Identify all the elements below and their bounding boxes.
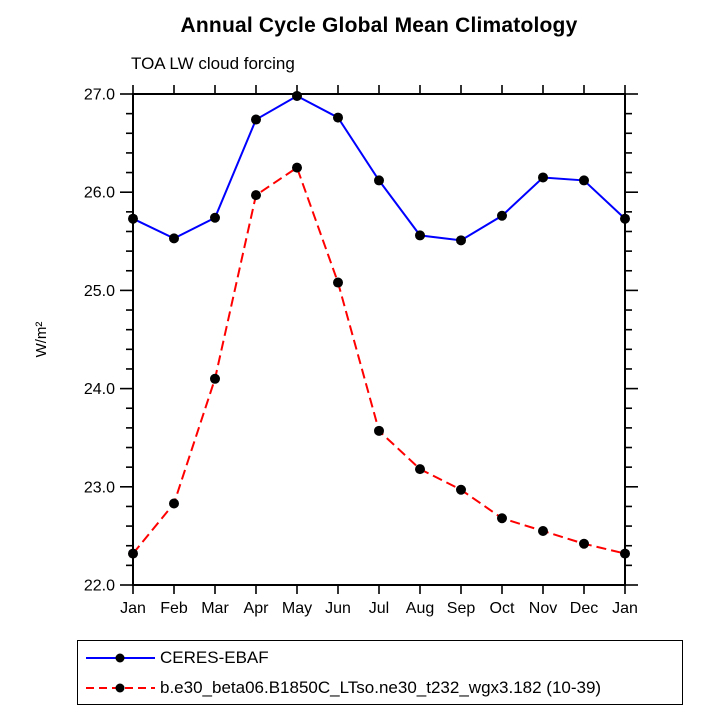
x-tick-label: Jan bbox=[612, 600, 638, 617]
data-point-marker bbox=[374, 175, 384, 186]
series-line-red-dashed bbox=[132, 166, 626, 555]
x-tick-label: Jun bbox=[325, 600, 351, 617]
x-tick-label: Oct bbox=[490, 600, 515, 617]
x-tick-label: Dec bbox=[570, 600, 598, 617]
x-tick-label: Mar bbox=[201, 600, 229, 617]
data-point-marker bbox=[128, 548, 138, 559]
y-tick-label: 25.0 bbox=[84, 283, 115, 300]
x-axis-ticks bbox=[132, 85, 626, 594]
data-point-marker bbox=[374, 425, 384, 436]
y-axis-ticks bbox=[120, 93, 638, 586]
data-point-marker bbox=[128, 213, 138, 224]
x-tick-label: Jan bbox=[120, 600, 146, 617]
legend-label: CERES-EBAF bbox=[160, 647, 269, 667]
data-point-marker bbox=[210, 373, 220, 384]
data-point-marker bbox=[620, 548, 630, 559]
legend-label: b.e30_beta06.B1850C_LTso.ne30_t232_wgx3.… bbox=[160, 677, 602, 697]
data-point-marker bbox=[251, 190, 261, 201]
x-tick-label: Jul bbox=[369, 600, 389, 617]
legend-box: CERES-EBAF b.e30_beta06.B1850C_LTso.ne30… bbox=[77, 640, 683, 705]
data-point-marker bbox=[456, 235, 466, 246]
x-tick-label: Nov bbox=[529, 600, 557, 617]
data-point-marker bbox=[210, 212, 220, 223]
series-ceres-ebaf bbox=[128, 90, 630, 246]
data-point-marker bbox=[538, 172, 548, 183]
chart-canvas: 22.0 23.0 24.0 25.0 26.0 27.0 Jan Feb Mar Apr May J… bbox=[33, 85, 638, 617]
data-point-marker bbox=[497, 513, 507, 524]
data-point-marker bbox=[292, 90, 302, 101]
data-point-marker bbox=[333, 277, 343, 288]
legend-item-ceres-ebaf: CERES-EBAF bbox=[78, 643, 682, 673]
data-point-marker bbox=[579, 175, 589, 186]
data-point-marker bbox=[579, 538, 589, 549]
x-tick-label: Feb bbox=[160, 600, 188, 617]
data-point-marker bbox=[292, 162, 302, 173]
data-point-marker bbox=[251, 114, 261, 125]
series-line-blue-solid bbox=[132, 94, 626, 242]
y-tick-label: 27.0 bbox=[84, 87, 115, 104]
chart-title: Annual Cycle Global Mean Climatology bbox=[180, 14, 578, 37]
data-point-marker bbox=[169, 498, 179, 509]
plot-frame bbox=[132, 93, 626, 586]
y-tick-label: 24.0 bbox=[84, 381, 115, 398]
data-point-marker bbox=[333, 112, 343, 123]
y-tick-label: 23.0 bbox=[84, 479, 115, 496]
data-point-marker bbox=[497, 210, 507, 221]
x-tick-label: Aug bbox=[406, 600, 434, 617]
data-point-marker bbox=[538, 525, 548, 536]
x-tick-label: Sep bbox=[447, 600, 476, 617]
data-point-marker bbox=[620, 213, 630, 224]
legend-sample-blue-solid-line bbox=[86, 653, 155, 662]
data-point-marker bbox=[456, 484, 466, 495]
data-point-marker bbox=[169, 233, 179, 244]
y-tick-label: 22.0 bbox=[84, 578, 115, 595]
x-tick-label: Apr bbox=[244, 600, 270, 617]
series-model-run bbox=[128, 162, 630, 559]
y-axis-label: W/m² bbox=[33, 322, 50, 358]
y-tick-label: 26.0 bbox=[84, 185, 115, 202]
legend-sample-red-dashed-line bbox=[86, 683, 155, 692]
legend-item-model-run: b.e30_beta06.B1850C_LTso.ne30_t232_wgx3.… bbox=[78, 673, 682, 703]
data-point-marker bbox=[415, 230, 425, 241]
data-point-marker bbox=[415, 464, 425, 475]
chart-subtitle: TOA LW cloud forcing bbox=[131, 54, 295, 73]
x-tick-label: May bbox=[282, 600, 312, 617]
